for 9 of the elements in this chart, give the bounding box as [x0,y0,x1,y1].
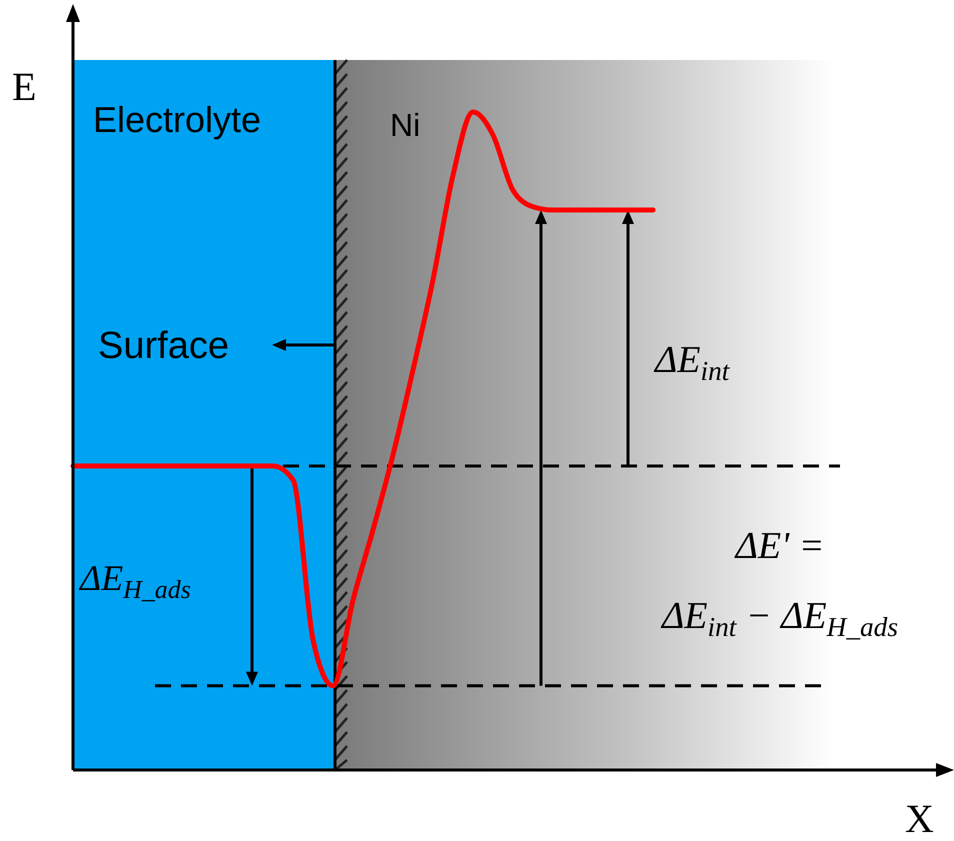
annotation: Electrolyte [93,99,262,140]
annotation: ΔE$_{int}$ [653,339,731,386]
x-axis-title: X [905,796,934,841]
annotation: Surface [98,325,229,367]
annotation: ΔE$_{H_ads}$ [78,558,191,604]
annotation: Ni [390,107,420,143]
y-axis-title: E [12,64,36,109]
annotation: ΔE' = [734,525,824,567]
annotation: ΔE$_{int}$ − ΔE$_{H_ads}$ [660,595,898,642]
